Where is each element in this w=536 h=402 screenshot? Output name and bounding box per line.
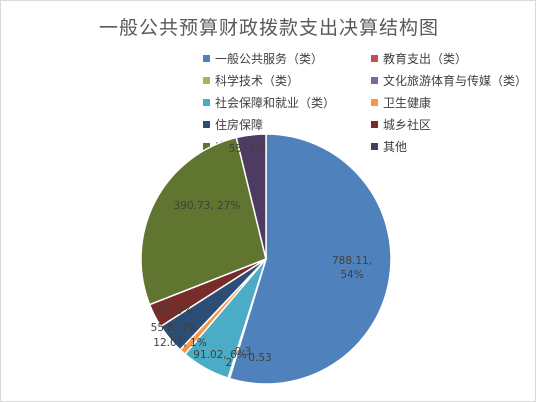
- slice-label: 55.8, 4%: [151, 322, 198, 334]
- slice-label: 0.3: [235, 346, 252, 358]
- legend-label: 卫生健康: [383, 96, 432, 110]
- slice-label: 55, 4%: [229, 143, 266, 155]
- legend-swatch: [203, 143, 210, 150]
- legend-item: 卫生健康: [371, 95, 431, 111]
- legend-swatch: [371, 77, 378, 84]
- slice-label: 45, 3%: [156, 305, 193, 317]
- legend-item: 文化旅游体育与传媒（类）: [371, 73, 527, 89]
- legend-item: 其他: [371, 139, 407, 155]
- slice-label: 12.07, 1%: [153, 337, 206, 349]
- legend-label: 住房保障: [215, 118, 264, 132]
- legend-item: 城乡社区: [371, 117, 431, 133]
- legend-swatch: [203, 55, 210, 62]
- slice-label: 91.02, 6%: [193, 349, 246, 361]
- legend-item: 一般公共服务（类）: [203, 51, 323, 67]
- legend-label: 一般公共服务（类）: [215, 52, 324, 66]
- legend-label: 文化旅游体育与传媒（类）: [383, 74, 528, 88]
- legend-swatch: [371, 121, 378, 128]
- slice-label: 788.11, 54%: [332, 255, 372, 281]
- pie-slice: [140, 136, 267, 306]
- legend-swatch: [371, 99, 378, 106]
- slice-label: 390.73, 27%: [174, 200, 241, 212]
- slice-label: 0.53: [248, 352, 271, 364]
- legend-label: 其他: [383, 140, 408, 154]
- legend-item: 社会保障和就业（类）: [203, 95, 335, 111]
- pie-slice: [235, 133, 267, 260]
- legend-swatch: [203, 77, 210, 84]
- legend-label: 教育支出（类）: [383, 52, 468, 66]
- legend-swatch: [371, 55, 378, 62]
- legend-item: 科学技术（类）: [203, 73, 299, 89]
- legend-swatch: [203, 121, 210, 128]
- slice-label: 2: [226, 357, 233, 369]
- legend-item: 教育支出（类）: [371, 51, 467, 67]
- legend-label: 社会保障和就业（类）: [215, 96, 336, 110]
- legend-label: 城乡社区: [383, 118, 432, 132]
- legend-label: 科学技术（类）: [215, 74, 300, 88]
- legend-swatch: [203, 99, 210, 106]
- chart-title: 一般公共预算财政拨款支出决算结构图: [98, 17, 439, 39]
- pie-slice: [228, 133, 392, 385]
- legend-swatch: [371, 143, 378, 150]
- legend-item: 住房保障: [203, 117, 263, 133]
